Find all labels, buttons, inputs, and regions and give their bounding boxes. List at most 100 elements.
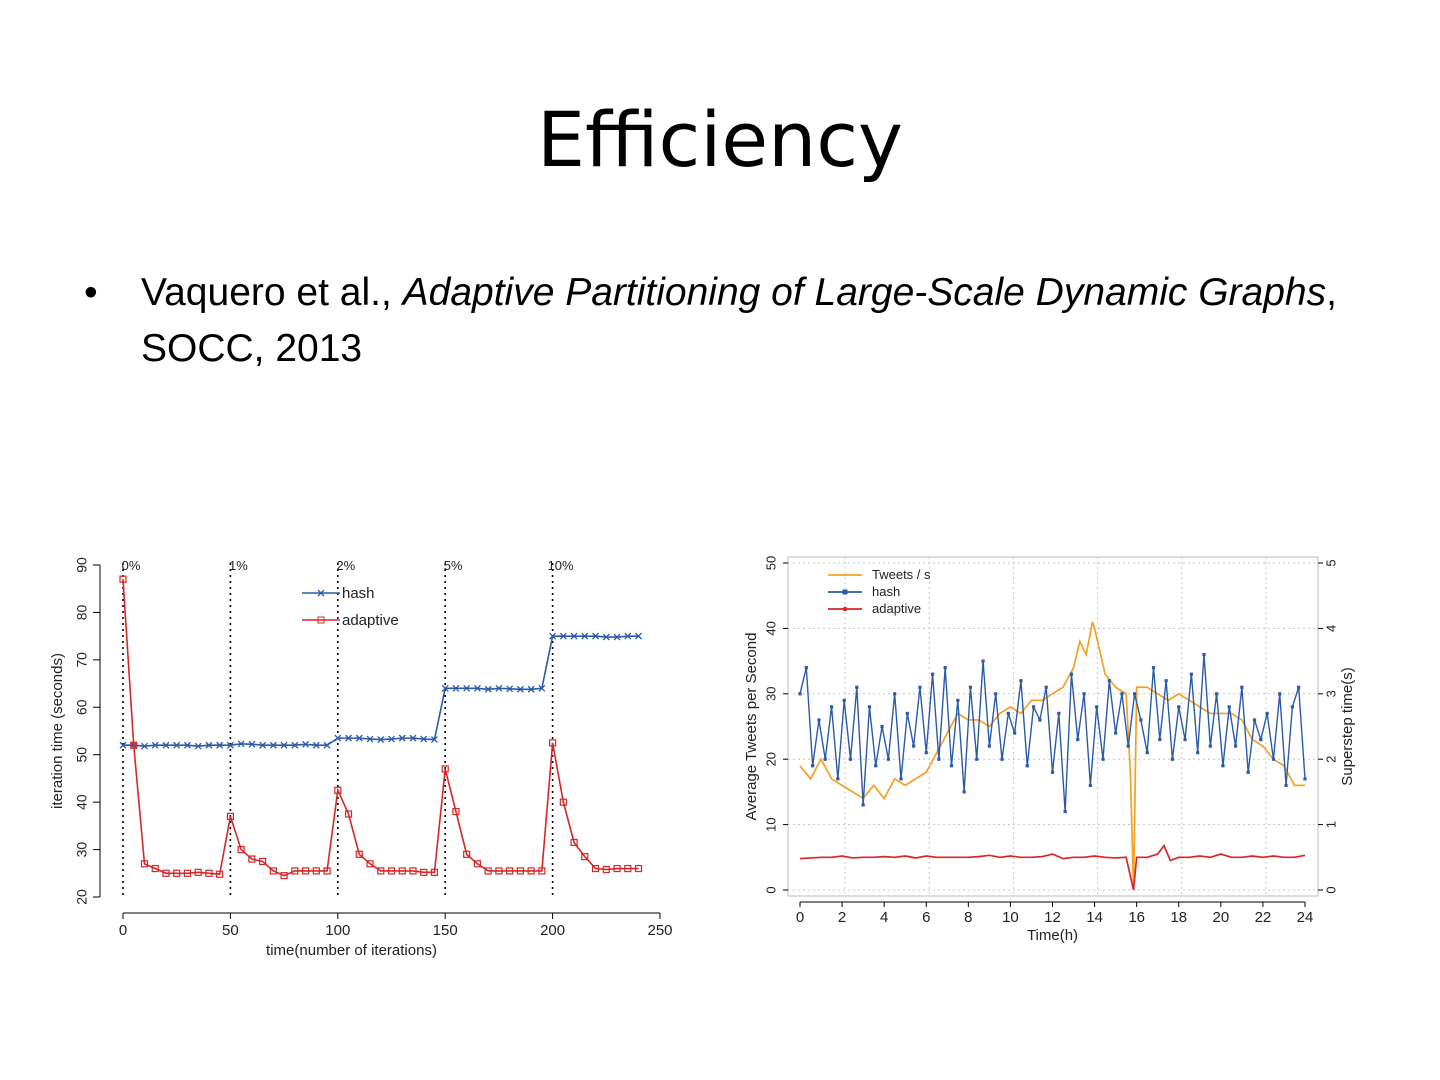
x-tick-label: 250	[647, 922, 672, 939]
point-hash	[538, 684, 546, 692]
legend-marker-hash	[842, 589, 848, 595]
point-hash	[291, 741, 299, 749]
point-adaptive	[473, 860, 482, 868]
point-hash	[1196, 751, 1200, 755]
point-adaptive	[151, 864, 159, 873]
point-hash	[1215, 692, 1219, 696]
point-hash	[1290, 705, 1294, 709]
point-hash	[880, 724, 884, 729]
citation-text: Vaquero et al., Adaptive Partitioning of…	[141, 265, 1356, 377]
y-tick-label: 20	[763, 752, 778, 766]
point-hash	[1013, 731, 1017, 735]
point-hash	[1303, 777, 1307, 781]
y-tick-label: 70	[74, 652, 90, 668]
point-adaptive	[301, 867, 310, 875]
point-hash	[280, 741, 288, 749]
point-hash	[937, 757, 941, 761]
point-hash	[968, 685, 973, 689]
point-hash	[216, 741, 224, 749]
x-axis-label: Time(h)	[1027, 927, 1078, 944]
point-adaptive	[549, 739, 557, 747]
point-hash	[269, 741, 277, 749]
point-adaptive	[430, 868, 439, 876]
x-tick-label: 10	[1002, 909, 1019, 926]
y-tick-label: 80	[74, 604, 90, 620]
point-adaptive	[506, 867, 514, 875]
point-adaptive	[237, 845, 245, 854]
point-hash	[1088, 783, 1092, 787]
point-hash	[570, 632, 578, 640]
point-adaptive	[248, 855, 256, 863]
point-hash	[1297, 685, 1301, 689]
point-hash	[1057, 711, 1061, 716]
legend-label-tweetss: Tweets / s	[872, 567, 931, 582]
point-adaptive	[527, 867, 535, 875]
point-adaptive	[463, 850, 471, 858]
y-tick-label: 10	[763, 817, 778, 831]
point-hash	[1139, 718, 1143, 722]
point-hash	[1233, 744, 1238, 748]
point-hash	[151, 741, 159, 749]
point-hash	[1227, 705, 1231, 709]
point-hash	[226, 741, 234, 749]
legend-marker-hash	[317, 589, 325, 597]
point-hash	[1259, 737, 1263, 742]
point-adaptive	[366, 860, 374, 868]
point-hash	[162, 741, 170, 749]
legend-marker-adaptive	[317, 616, 325, 624]
point-hash	[1095, 705, 1099, 709]
point-hash	[183, 741, 191, 749]
x-tick-label: 2	[838, 909, 846, 926]
point-hash	[1145, 751, 1149, 755]
point-hash	[398, 734, 406, 742]
x-tick-label: 16	[1128, 909, 1145, 926]
point-hash	[420, 735, 428, 743]
legend-label-hash: hash	[342, 585, 375, 602]
x-tick-label: 20	[1212, 909, 1229, 926]
point-hash	[1082, 692, 1086, 696]
point-hash	[1000, 757, 1004, 761]
point-adaptive	[581, 853, 589, 861]
y2-tick-label: 3	[1323, 690, 1338, 697]
legend-marker-adaptive	[842, 606, 848, 612]
point-hash	[1271, 757, 1276, 761]
y2-tick-label: 4	[1323, 625, 1338, 632]
point-hash	[259, 741, 267, 749]
point-hash	[1221, 764, 1225, 768]
point-adaptive	[183, 869, 192, 877]
point-hash	[549, 632, 557, 640]
point-hash	[836, 777, 840, 781]
point-hash	[495, 684, 503, 692]
chart-iteration-time: 20 30 40 50 60 70 80 90 0 50 100 150 200 250 time(numb…	[49, 557, 673, 959]
point-hash	[141, 742, 148, 750]
point-hash	[1183, 737, 1187, 742]
y2-tick-label: 1	[1323, 821, 1338, 828]
point-adaptive	[140, 860, 149, 868]
point-hash	[1038, 718, 1042, 722]
point-adaptive	[194, 868, 202, 876]
bullet-dot: •	[84, 271, 98, 314]
point-adaptive	[344, 810, 353, 818]
point-hash	[987, 744, 991, 748]
point-hash	[1252, 718, 1257, 722]
point-adaptive	[226, 812, 234, 820]
series-line-tweetss	[799, 621, 1305, 891]
point-hash	[635, 632, 642, 640]
point-hash	[592, 632, 600, 640]
point-hash	[981, 659, 985, 663]
point-hash	[1151, 666, 1156, 670]
legend-label-adaptive: adaptive	[872, 601, 921, 616]
y-tick-label: 0	[763, 886, 778, 893]
point-hash	[1076, 737, 1080, 742]
point-hash	[1031, 705, 1036, 709]
series-line-adaptive	[122, 579, 639, 877]
point-hash	[1208, 744, 1212, 748]
point-hash	[484, 685, 492, 693]
point-hash	[377, 736, 385, 743]
point-hash	[527, 685, 535, 693]
point-hash	[956, 698, 960, 702]
point-hash	[949, 764, 954, 768]
point-hash	[312, 741, 320, 749]
point-hash	[1063, 809, 1067, 814]
point-hash	[893, 692, 897, 696]
